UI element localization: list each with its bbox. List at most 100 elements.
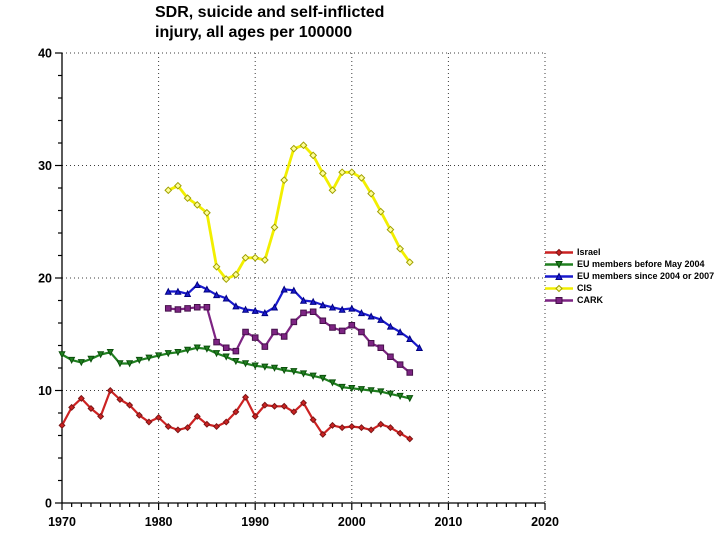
point-cis-2004 xyxy=(386,225,395,234)
point-cark-1988 xyxy=(232,347,240,355)
point-eu-members-before-may-2004-1988 xyxy=(232,357,240,366)
series-line-cis xyxy=(166,143,412,281)
point-eu-members-before-may-2004-1971 xyxy=(68,356,76,365)
point-cark-2000 xyxy=(348,321,356,329)
point-israel-2006 xyxy=(406,435,414,443)
point-israel-1984 xyxy=(193,412,201,420)
point-eu-members-before-may-2004-2002 xyxy=(367,387,375,395)
point-cis-1983 xyxy=(183,194,192,203)
point-cark-2001 xyxy=(358,328,365,336)
point-eu-members-before-may-2004-2003 xyxy=(377,388,385,396)
x-tick-label-2010: 2010 xyxy=(434,515,462,529)
series-markers-eu-members-before-may-2004 xyxy=(58,344,414,403)
point-israel-1983 xyxy=(184,424,192,432)
point-israel-1981 xyxy=(164,422,172,431)
point-eu-members-since-2004-or-2007-2006 xyxy=(406,334,414,343)
point-israel-1986 xyxy=(213,422,221,431)
x-tick-label-2020: 2020 xyxy=(531,515,559,529)
point-israel-1976 xyxy=(116,395,124,404)
point-cis-1991 xyxy=(260,256,269,264)
point-eu-members-before-may-2004-1989 xyxy=(241,360,250,368)
point-cis-1990 xyxy=(251,253,260,262)
point-eu-members-since-2004-or-2007-2005 xyxy=(396,328,404,336)
legend-label-israel: Israel xyxy=(577,247,601,257)
point-eu-members-before-may-2004-2000 xyxy=(348,384,356,393)
point-eu-members-before-may-2004-2006 xyxy=(406,395,414,403)
point-israel-1992 xyxy=(271,402,279,410)
point-cark-2003 xyxy=(377,344,385,352)
point-israel-2002 xyxy=(367,426,375,434)
series-markers-eu-members-since-2004-or-2007 xyxy=(164,280,424,352)
point-israel-1973 xyxy=(87,404,95,413)
point-israel-1991 xyxy=(261,401,269,409)
point-eu-members-since-2004-or-2007-1999 xyxy=(338,305,346,313)
y-tick-label-20: 20 xyxy=(38,272,52,286)
point-cis-1992 xyxy=(270,223,279,232)
point-israel-1989 xyxy=(242,393,250,401)
point-eu-members-before-may-2004-1984 xyxy=(193,344,201,352)
series-line-eu-members-since-2004-or-2007 xyxy=(167,283,421,349)
point-cis-1989 xyxy=(241,253,250,262)
point-eu-members-before-may-2004-2004 xyxy=(386,390,395,398)
point-eu-members-since-2004-or-2007-1983 xyxy=(183,289,192,298)
legend-marker-eu-members-since-2004-or-2007 xyxy=(555,271,563,280)
point-cark-2004 xyxy=(387,353,394,361)
point-cis-1998 xyxy=(328,186,337,195)
point-cark-2005 xyxy=(396,361,404,368)
point-israel-1975 xyxy=(106,386,114,395)
y-tick-label-10: 10 xyxy=(38,384,52,398)
point-eu-members-before-may-2004-1977 xyxy=(126,360,134,368)
point-cark-2002 xyxy=(367,339,375,347)
point-israel-2003 xyxy=(377,420,385,428)
point-cis-2002 xyxy=(367,189,376,198)
legend-item-israel: Israel xyxy=(544,246,714,258)
point-cis-2000 xyxy=(347,168,356,177)
legend-marker-israel xyxy=(555,248,563,256)
point-eu-members-since-2004-or-2007-2001 xyxy=(357,308,366,317)
point-cark-1989 xyxy=(242,328,249,336)
point-eu-members-since-2004-or-2007-1993 xyxy=(280,285,288,293)
point-israel-1977 xyxy=(126,401,134,409)
point-cis-2001 xyxy=(357,173,366,182)
point-eu-members-before-may-2004-1979 xyxy=(145,354,153,362)
y-tick-label-30: 30 xyxy=(38,159,52,173)
point-israel-1990 xyxy=(251,412,259,420)
point-cark-1987 xyxy=(222,344,230,352)
point-eu-members-since-2004-or-2007-1991 xyxy=(261,308,269,317)
point-cis-1996 xyxy=(309,151,318,160)
point-eu-members-since-2004-or-2007-1995 xyxy=(299,296,308,304)
point-eu-members-before-may-2004-2005 xyxy=(396,392,404,401)
legend-marker-eu-members-before-may-2004 xyxy=(555,260,563,269)
point-eu-members-before-may-2004-1973 xyxy=(87,355,95,363)
point-cark-1993 xyxy=(280,333,288,340)
point-cis-1993 xyxy=(280,176,289,185)
point-cark-1981 xyxy=(164,305,172,312)
point-eu-members-before-may-2004-1986 xyxy=(212,350,221,358)
point-eu-members-since-2004-or-2007-1996 xyxy=(309,297,317,305)
point-israel-1988 xyxy=(232,408,240,416)
legend-swatch-cark xyxy=(545,296,573,304)
point-cark-1998 xyxy=(329,324,336,331)
point-eu-members-before-may-2004-1998 xyxy=(328,379,337,387)
point-eu-members-since-2004-or-2007-1989 xyxy=(241,305,250,313)
point-eu-members-before-may-2004-1995 xyxy=(299,370,308,378)
point-eu-members-since-2004-or-2007-1994 xyxy=(290,286,298,294)
point-eu-members-before-may-2004-1980 xyxy=(154,352,163,360)
point-cark-1986 xyxy=(213,338,220,346)
series-markers-cis xyxy=(164,141,414,284)
point-israel-2005 xyxy=(396,429,404,437)
legend-swatch-eu-members-since-2004-or-2007 xyxy=(545,271,573,280)
point-cark-1985 xyxy=(203,303,211,311)
point-israel-1985 xyxy=(203,420,211,428)
x-tick-label-1980: 1980 xyxy=(145,515,173,529)
legend-item-eu-members-before-may-2004: EU members before May 2004 xyxy=(544,258,714,270)
point-eu-members-before-may-2004-1976 xyxy=(116,360,124,368)
point-eu-members-before-may-2004-1987 xyxy=(222,353,230,361)
series-markers-cark xyxy=(164,303,414,376)
point-eu-members-before-may-2004-1996 xyxy=(309,372,317,380)
point-eu-members-since-2004-or-2007-1985 xyxy=(203,285,211,293)
legend-item-cis: CIS xyxy=(544,282,714,294)
legend-item-eu-members-since-2004-or-2007: EU members since 2004 or 2007 xyxy=(544,270,714,282)
point-israel-1997 xyxy=(319,430,327,438)
point-eu-members-before-may-2004-1981 xyxy=(164,350,172,358)
